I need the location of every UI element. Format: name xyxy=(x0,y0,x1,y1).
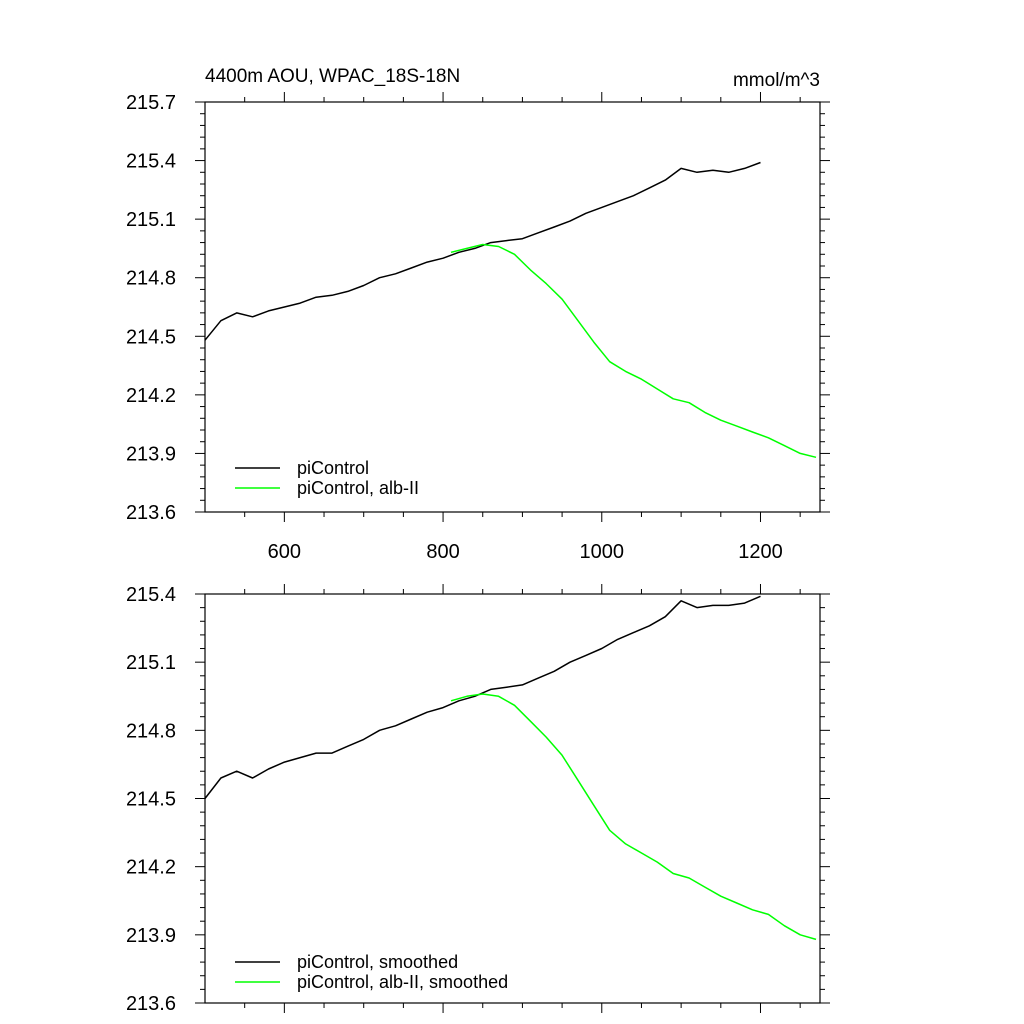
y-tick-label: 214.2 xyxy=(126,385,176,407)
legend-label: piControl, alb-II, smoothed xyxy=(297,972,508,992)
y-tick-label: 215.4 xyxy=(126,584,176,606)
series-line-1 xyxy=(450,693,817,941)
chart-panel-top: 4400m AOU, WPAC_18S-18N mmol/m^3 213.6 21… xyxy=(126,66,830,563)
y-tick-label: 214.8 xyxy=(126,720,176,742)
plot-frame xyxy=(204,101,821,513)
y-tick-label: 215.7 xyxy=(126,92,176,114)
x-tick-label: 1000 xyxy=(580,541,625,563)
y-tick-label: 213.6 xyxy=(126,502,176,524)
y-tick-label: 214.5 xyxy=(126,326,176,348)
y-tick-label: 213.9 xyxy=(126,443,176,465)
legend-label: piControl xyxy=(297,458,369,478)
y-tick-label: 215.1 xyxy=(126,652,176,674)
y-tick-label: 213.6 xyxy=(126,993,176,1015)
series-line-1 xyxy=(450,243,817,459)
chart-panel-bottom: 213.6 213.9 214.2 214.5 214.8 215.1 215.4 piCo… xyxy=(126,584,830,1015)
y-tick-label: 214.8 xyxy=(126,268,176,290)
y-tick-label: 215.4 xyxy=(126,151,176,173)
series-line-0 xyxy=(204,161,761,341)
series-line-0 xyxy=(204,595,761,799)
x-tick-label: 600 xyxy=(268,541,301,563)
y-tick-label: 214.5 xyxy=(126,789,176,811)
y-tick-label: 214.2 xyxy=(126,857,176,879)
units-label: mmol/m^3 xyxy=(733,70,820,91)
x-tick-label: 1200 xyxy=(738,541,783,563)
legend-label: piControl, smoothed xyxy=(297,952,458,972)
legend-label: piControl, alb-II xyxy=(297,478,419,498)
y-tick-label: 215.1 xyxy=(126,209,176,231)
plot-frame xyxy=(204,593,821,1004)
x-tick-label: 800 xyxy=(426,541,459,563)
chart-title: 4400m AOU, WPAC_18S-18N xyxy=(205,66,460,87)
y-tick-label: 213.9 xyxy=(126,925,176,947)
